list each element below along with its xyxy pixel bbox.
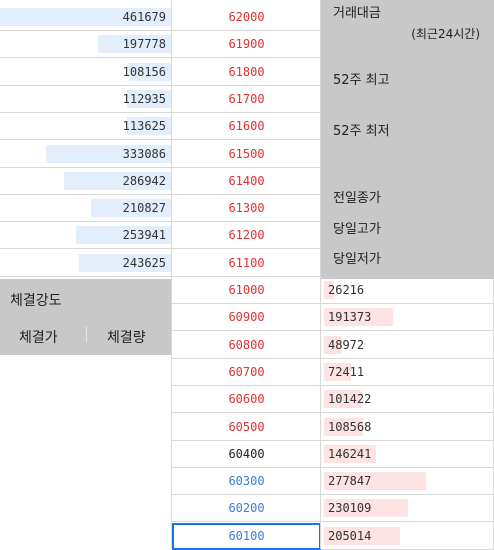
ask-volume-bar <box>127 89 172 108</box>
ask-volume-cell[interactable]: 197778 <box>0 31 172 59</box>
ask-volume-bar <box>76 226 172 245</box>
ask-price-cell[interactable]: 62000 <box>172 4 321 31</box>
bid-price-cell[interactable]: 60300 <box>172 468 321 496</box>
trade-volume-header: 체결량 <box>107 330 146 346</box>
ask-volume-bar <box>64 171 172 190</box>
ask-price-cell[interactable]: 61800 <box>172 59 321 86</box>
bid-volume-cell[interactable]: 108568 <box>321 414 494 441</box>
bid-price-cell[interactable]: 60500 <box>172 414 321 441</box>
bid-price-cell[interactable]: 60100 <box>172 522 321 550</box>
ask-volume-cell[interactable]: 108156 <box>0 59 172 86</box>
trade-strength-label: 체결강도 <box>10 293 62 309</box>
ask-volume-value: 253941 <box>122 228 166 243</box>
bid-price-cell[interactable]: 60900 <box>172 304 321 332</box>
ask-volume-cell[interactable]: 461679 <box>0 4 172 31</box>
ask-volume-bar <box>46 144 172 163</box>
ask-volume-bar <box>129 62 172 81</box>
bid-volume-bar <box>324 417 363 436</box>
ask-volume-value: 197778 <box>122 37 166 52</box>
bid-volume-bar <box>324 499 408 518</box>
bid-price-cell[interactable]: 60800 <box>172 332 321 359</box>
trade-value-label: 거래대금 <box>333 6 381 21</box>
bid-volume-bar <box>324 390 361 409</box>
ask-volume-cell[interactable]: 112935 <box>0 86 172 113</box>
bid-volume-value: 26216 <box>328 283 365 297</box>
ask-price-cell[interactable]: 61500 <box>172 141 321 168</box>
ask-volume-bar <box>127 117 172 136</box>
bid-volume-cell[interactable]: 48972 <box>321 332 494 359</box>
ask-price-cell[interactable]: 61100 <box>172 250 321 277</box>
bid-price-cell[interactable]: 60200 <box>172 495 321 523</box>
ask-volume-bar <box>0 8 172 26</box>
ask-volume-value: 108156 <box>122 64 166 79</box>
ask-price-cell[interactable]: 61700 <box>172 86 321 113</box>
bid-volume-value: 277847 <box>328 474 372 489</box>
high-52w-label: 52주 최고 <box>333 73 390 88</box>
bid-volume-value: 205014 <box>328 528 372 543</box>
bid-volume-bar <box>324 472 426 491</box>
prev-close-label: 전일종가 <box>333 191 381 206</box>
ask-volume-bar <box>79 253 172 272</box>
ask-volume-value: 333086 <box>122 146 166 161</box>
ask-volume-cell[interactable]: 286942 <box>0 168 172 195</box>
low-52w-label: 52주 최저 <box>333 124 390 139</box>
bid-volume-cell[interactable]: 277847 <box>321 468 494 496</box>
bid-volume-cell[interactable]: 72411 <box>321 359 494 386</box>
bid-volume-bar <box>324 308 393 327</box>
ask-volume-value: 243625 <box>122 255 166 270</box>
ask-volume-cell[interactable]: 210827 <box>0 195 172 223</box>
ask-volume-value: 286942 <box>122 173 166 188</box>
today-high-label: 당일고가 <box>333 222 381 237</box>
ask-volume-value: 461679 <box>122 10 166 24</box>
ask-volume-cell[interactable]: 113625 <box>0 113 172 141</box>
bid-volume-cell[interactable]: 101422 <box>321 386 494 414</box>
bid-price-cell[interactable]: 60600 <box>172 386 321 414</box>
bid-volume-value: 108568 <box>328 419 372 434</box>
trade-value-period: (최근24시간) <box>411 27 480 41</box>
price-column-left-border <box>171 0 172 549</box>
bid-volume-bar <box>324 281 334 299</box>
bid-volume-value: 146241 <box>328 446 372 461</box>
bid-volume-bar <box>324 444 376 463</box>
ask-volume-cell[interactable]: 333086 <box>0 141 172 168</box>
ask-volume-value: 112935 <box>122 91 166 106</box>
bid-volume-bar <box>324 526 400 545</box>
bid-volume-bar <box>324 362 351 381</box>
bid-volume-cell[interactable]: 146241 <box>321 441 494 468</box>
bid-volume-cell[interactable]: 205014 <box>321 523 494 550</box>
market-info-panel: 거래대금 (최근24시간) 52주 최고 52주 최저 전일종가 당일고가 당일… <box>321 0 494 279</box>
ask-volume-cell[interactable]: 253941 <box>0 222 172 250</box>
today-low-label: 당일저가 <box>333 252 381 267</box>
trade-strength-panel: 체결강도 체결가 체결량 <box>0 279 172 355</box>
ask-volume-value: 210827 <box>122 201 166 216</box>
price-column-right-border <box>320 0 321 549</box>
bid-volume-value: 191373 <box>328 310 372 325</box>
bid-price-cell[interactable]: 60700 <box>172 359 321 386</box>
bid-volume-bar <box>324 335 342 354</box>
bid-volume-value: 72411 <box>328 364 365 379</box>
ask-price-cell[interactable]: 61300 <box>172 195 321 223</box>
bid-volume-cell[interactable]: 191373 <box>321 304 494 332</box>
bid-price-cell[interactable]: 60400 <box>172 441 321 468</box>
ask-volume-value: 113625 <box>122 119 166 134</box>
ask-price-cell[interactable]: 61200 <box>172 222 321 250</box>
bid-volume-value: 101422 <box>328 392 372 407</box>
trade-price-header: 체결가 <box>19 330 58 346</box>
ask-volume-cell[interactable]: 243625 <box>0 250 172 277</box>
bid-volume-value: 48972 <box>328 337 365 352</box>
trade-header-divider <box>86 326 87 342</box>
bid-volume-cell[interactable]: 26216 <box>321 277 494 304</box>
ask-price-cell[interactable]: 61400 <box>172 168 321 195</box>
ask-volume-bar <box>91 199 172 218</box>
ask-volume-bar <box>98 35 172 54</box>
bid-volume-cell[interactable]: 230109 <box>321 495 494 523</box>
ask-price-cell[interactable]: 61600 <box>172 113 321 141</box>
bid-volume-value: 230109 <box>328 501 372 516</box>
ask-price-cell[interactable]: 61900 <box>172 31 321 59</box>
bid-price-cell[interactable]: 61000 <box>172 277 321 304</box>
